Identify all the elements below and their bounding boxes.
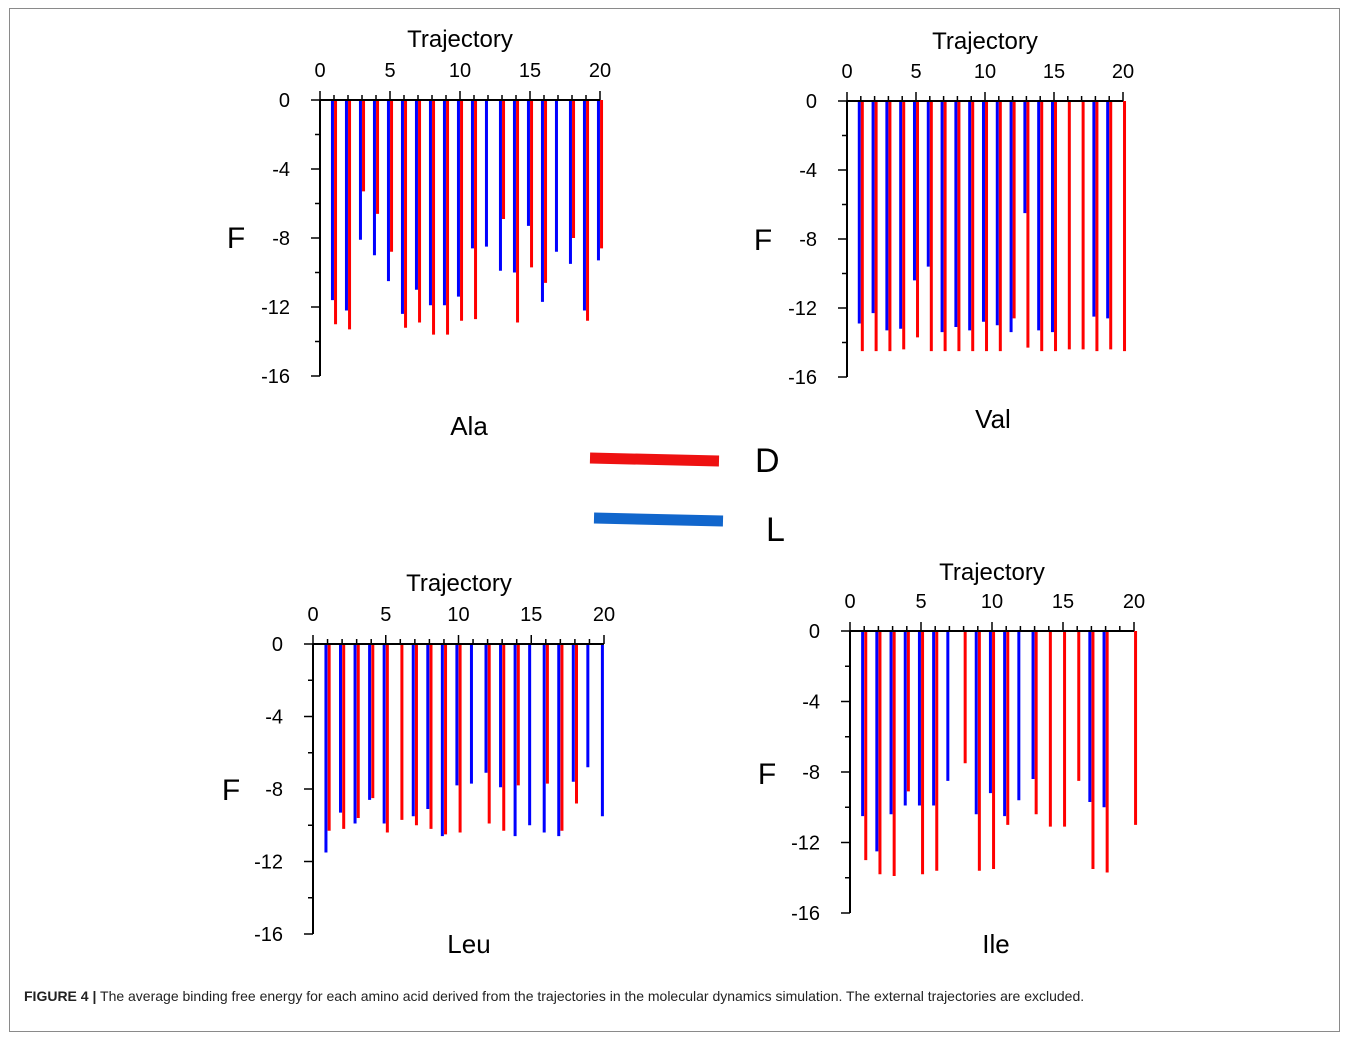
x-tick-label: 15 xyxy=(1043,61,1065,83)
x-tick-label: 0 xyxy=(314,60,325,82)
y-tick-label: -8 xyxy=(265,779,283,801)
legend-label-d: D xyxy=(755,442,780,480)
chart-title: Ala xyxy=(450,411,488,441)
figure-canvas: D L 0 5 10 15 20 0 -4 -8 -12 -16 Trajectory F Ala 0 5 1… xyxy=(222,26,1145,959)
x-tick-label: 5 xyxy=(915,591,926,613)
x-axis-title: Trajectory xyxy=(932,28,1038,55)
chart-title: Val xyxy=(975,404,1011,434)
y-tick-label: -16 xyxy=(791,903,820,925)
y-axis-title: F xyxy=(222,774,240,807)
chart-title: Leu xyxy=(447,929,490,959)
y-tick-label: -8 xyxy=(799,229,817,251)
y-tick-label: -12 xyxy=(254,852,283,874)
x-tick-label: 10 xyxy=(981,591,1003,613)
y-axis-title: F xyxy=(227,222,245,255)
legend-swatch-l xyxy=(593,512,724,527)
x-tick-label: 15 xyxy=(1052,591,1074,613)
x-tick-label: 10 xyxy=(449,60,471,82)
y-tick-label: -12 xyxy=(788,298,817,320)
x-tick-label: 10 xyxy=(974,61,996,83)
y-tick-label: -16 xyxy=(254,924,283,946)
x-tick-label: 15 xyxy=(519,60,541,82)
y-tick-label: -12 xyxy=(261,297,290,319)
x-tick-label: 20 xyxy=(593,604,615,626)
x-axis-title: Trajectory xyxy=(406,570,512,597)
y-tick-label: 0 xyxy=(809,621,820,643)
y-tick-label: -12 xyxy=(791,833,820,855)
y-tick-label: -4 xyxy=(802,692,820,714)
legend-swatch-d xyxy=(589,452,720,467)
legend: D L xyxy=(589,442,785,549)
chart-val: 0 5 10 15 20 0 -4 -8 -12 -16 Trajectory F Val xyxy=(754,28,1134,434)
figure-caption: FIGURE 4 | The average binding free ener… xyxy=(24,986,1324,1006)
chart-ala: 0 5 10 15 20 0 -4 -8 -12 -16 Trajectory F Ala xyxy=(227,26,611,441)
y-tick-label: -8 xyxy=(802,762,820,784)
chart-leu: 0 5 10 15 20 0 -4 -8 -12 -16 Trajectory F Leu xyxy=(222,570,615,959)
x-tick-label: 5 xyxy=(910,61,921,83)
y-tick-label: -4 xyxy=(799,160,817,182)
y-tick-label: -8 xyxy=(272,228,290,250)
y-tick-label: 0 xyxy=(279,90,290,112)
x-tick-label: 0 xyxy=(844,591,855,613)
x-tick-label: 20 xyxy=(1112,61,1134,83)
caption-label: FIGURE 4 | xyxy=(24,988,97,1004)
x-tick-label: 20 xyxy=(1123,591,1145,613)
y-tick-label: -16 xyxy=(788,367,817,389)
caption-text: The average binding free energy for each… xyxy=(96,988,1085,1004)
y-axis-title: F xyxy=(758,758,776,791)
legend-label-l: L xyxy=(766,511,785,549)
y-axis-title: F xyxy=(754,224,772,257)
x-tick-label: 0 xyxy=(307,604,318,626)
y-tick-label: -16 xyxy=(261,366,290,388)
x-axis-title: Trajectory xyxy=(939,559,1045,586)
x-tick-label: 20 xyxy=(589,60,611,82)
x-tick-label: 5 xyxy=(384,60,395,82)
y-tick-label: -4 xyxy=(265,707,283,729)
x-tick-label: 10 xyxy=(447,604,469,626)
figure-frame xyxy=(9,8,1340,1032)
x-axis-title: Trajectory xyxy=(407,26,513,53)
chart-ile: 0 5 10 15 20 0 -4 -8 -12 -16 Trajectory F Ile xyxy=(758,559,1145,959)
x-tick-label: 0 xyxy=(841,61,852,83)
y-tick-label: 0 xyxy=(806,91,817,113)
y-tick-label: 0 xyxy=(272,634,283,656)
x-tick-label: 15 xyxy=(520,604,542,626)
x-tick-label: 5 xyxy=(380,604,391,626)
y-tick-label: -4 xyxy=(272,159,290,181)
chart-title: Ile xyxy=(982,929,1009,959)
